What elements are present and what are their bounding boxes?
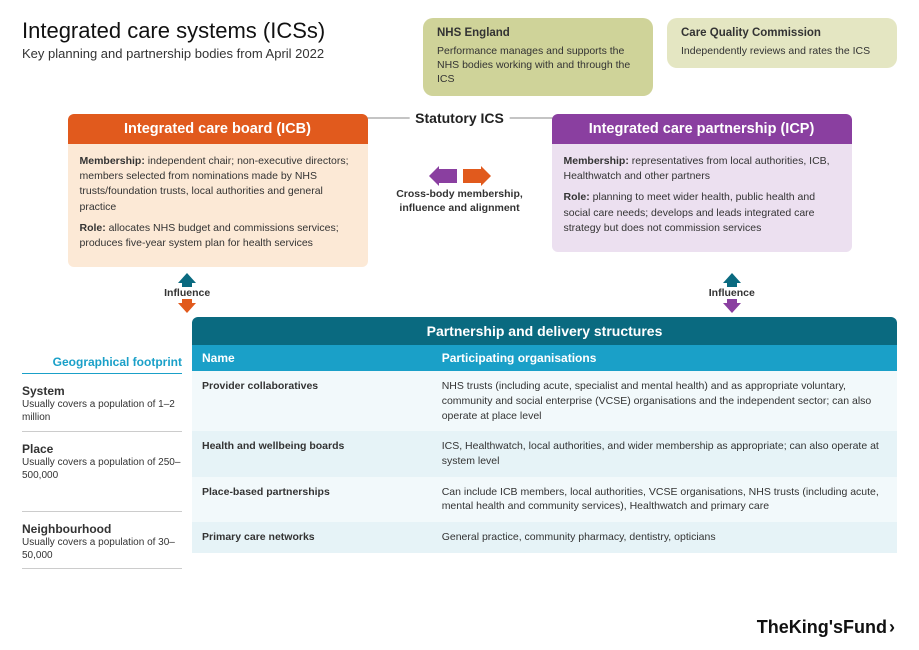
icp-card: Integrated care partnership (ICP) Member… <box>552 114 852 267</box>
geo-item: PlaceUsually covers a population of 250–… <box>22 442 182 512</box>
page-title: Integrated care systems (ICSs) <box>22 18 409 44</box>
nhs-body: Performance manages and supports the NHS… <box>437 44 639 87</box>
partnership-row: Health and wellbeing boardsICS, Healthwa… <box>192 431 897 476</box>
cqc-title: Care Quality Commission <box>681 26 883 42</box>
title-block: Integrated care systems (ICSs) Key plann… <box>22 18 409 61</box>
geo-title: Geographical footprint <box>22 355 182 374</box>
arrow-up-icon <box>723 273 741 287</box>
icp-title: Integrated care partnership (ICP) <box>552 114 852 144</box>
cross-body-block: Cross-body membership, influence and ali… <box>390 114 530 267</box>
icb-body: Membership: independent chair; non-execu… <box>68 144 368 267</box>
partnership-title: Partnership and delivery structures <box>192 317 897 345</box>
geo-item: NeighbourhoodUsually covers a population… <box>22 522 182 569</box>
page-subtitle: Key planning and partnership bodies from… <box>22 46 409 61</box>
icb-influence: Influence <box>37 273 337 313</box>
arrow-down-icon <box>723 299 741 313</box>
geo-item: SystemUsually covers a population of 1–2… <box>22 384 182 432</box>
arrow-down-icon <box>178 299 196 313</box>
arrow-up-icon <box>178 273 196 287</box>
partnership-header-row: Name Participating organisations <box>192 345 897 371</box>
partnership-row: Provider collaborativesNHS trusts (inclu… <box>192 371 897 431</box>
partnership-row: Place-based partnershipsCan include ICB … <box>192 477 897 522</box>
icp-influence: Influence <box>582 273 882 313</box>
nhs-title: NHS England <box>437 26 639 42</box>
statutory-label: Statutory ICS <box>409 110 510 126</box>
geo-footprint-column: Geographical footprint SystemUsually cov… <box>22 317 192 579</box>
arrow-left-icon <box>429 166 457 186</box>
cqc-box: Care Quality Commission Independently re… <box>667 18 897 68</box>
nhs-england-box: NHS England Performance manages and supp… <box>423 18 653 96</box>
cqc-body: Independently reviews and rates the ICS <box>681 44 883 58</box>
partnership-table: Partnership and delivery structures Name… <box>192 317 897 579</box>
cross-body-text: Cross-body membership, influence and ali… <box>390 188 530 215</box>
kings-fund-logo: TheKing'sFund› <box>757 617 895 638</box>
icp-body: Membership: representatives from local a… <box>552 144 852 252</box>
chevron-right-icon: › <box>889 617 895 638</box>
arrow-right-icon <box>463 166 491 186</box>
icb-card: Integrated care board (ICB) Membership: … <box>68 114 368 267</box>
partnership-row: Primary care networksGeneral practice, c… <box>192 522 897 553</box>
icb-title: Integrated care board (ICB) <box>68 114 368 144</box>
